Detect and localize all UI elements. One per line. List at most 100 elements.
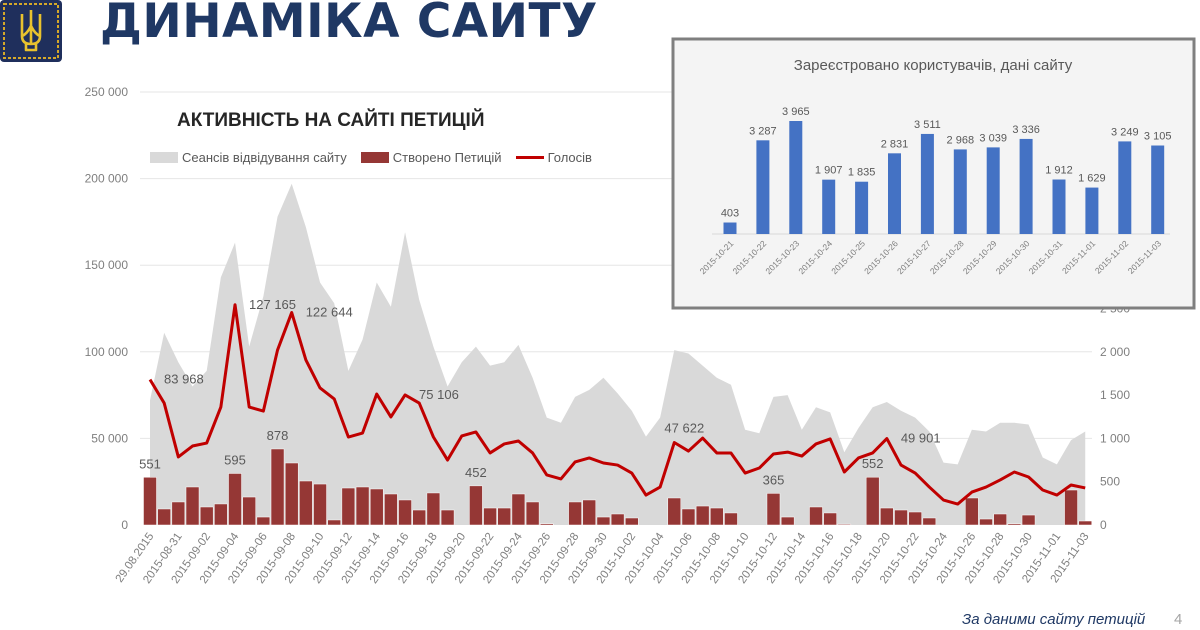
petition-bar	[880, 507, 894, 526]
petition-bar	[667, 497, 682, 526]
data-label: 83 968	[164, 372, 204, 387]
chart-title: АКТИВНІСТЬ НА САЙТІ ПЕТИЦІЙ	[177, 110, 485, 131]
inset-data-label: 1 912	[1045, 165, 1073, 177]
page-title: ДИНАМІКА САЙТУ	[100, 0, 598, 49]
data-label: 365	[763, 472, 785, 487]
inset-data-label: 403	[721, 208, 739, 220]
legend-item-petitions: Створено Петицій	[360, 150, 502, 165]
petition-bar	[214, 503, 228, 526]
sessions-area-series	[150, 183, 1086, 525]
right-tick-label: 1 500	[1100, 388, 1130, 402]
right-tick-label: 0	[1100, 518, 1107, 532]
petition-bar	[965, 497, 979, 526]
votes-line-series	[148, 303, 1086, 506]
data-label: 878	[267, 428, 289, 443]
petition-bar	[369, 488, 384, 526]
data-label: 47 622	[664, 421, 704, 436]
source-note: За даними сайту петицій	[962, 611, 1146, 628]
trident-logo	[0, 0, 62, 62]
petition-bar	[681, 508, 696, 526]
petition-bar	[398, 499, 412, 526]
petition-bar	[242, 496, 256, 526]
inset-bar	[986, 147, 1000, 234]
petition-bar	[908, 511, 922, 526]
petition-bar	[823, 512, 837, 526]
petition-bar	[313, 483, 327, 526]
page-number: 4	[1174, 611, 1183, 628]
petition-bar	[483, 507, 497, 526]
inset-data-label: 2 968	[947, 134, 975, 146]
petition-bar	[695, 505, 710, 526]
petition-bar	[199, 506, 214, 526]
inset-bar	[888, 153, 901, 234]
data-label: 75 106	[419, 387, 459, 402]
inset-bar	[1052, 179, 1066, 234]
inset-bar	[1151, 145, 1165, 234]
petition-bar	[497, 507, 511, 526]
petition-bar	[1078, 520, 1092, 526]
inset-bar	[756, 140, 770, 234]
petition-bar	[540, 523, 554, 526]
x-axis: 29.08.20152015-08-312015-09-022015-09-04…	[114, 530, 1092, 586]
petition-bar	[568, 501, 582, 526]
inset-bar	[1019, 138, 1033, 234]
inset-data-label: 2 831	[881, 138, 909, 150]
legend-swatch-line	[515, 156, 544, 159]
inset-data-label: 3 039	[979, 132, 1007, 144]
legend-item-votes: Голосів	[515, 150, 592, 165]
inset-data-label: 3 287	[749, 125, 777, 137]
petition-bar	[256, 516, 271, 526]
inset-bar	[920, 133, 934, 234]
data-label: 452	[465, 465, 487, 480]
registered-users-inset-chart: Зареєстровано користувачів, дані сайту 40…	[671, 37, 1196, 310]
petition-bar	[469, 485, 483, 526]
data-label: 49 901	[901, 431, 941, 446]
data-label: 127 165	[249, 297, 296, 312]
inset-bar	[953, 149, 967, 234]
petition-bar	[766, 493, 781, 526]
petition-bar	[710, 507, 724, 526]
petition-bar	[993, 513, 1007, 526]
petition-bar	[299, 480, 313, 526]
legend-swatch-bar	[360, 152, 389, 163]
petition-bar	[809, 506, 823, 526]
petition-bar	[143, 477, 157, 526]
petition-bar	[1021, 514, 1036, 526]
petition-bar	[327, 519, 341, 526]
right-tick-label: 500	[1100, 475, 1120, 489]
petition-bar	[922, 517, 937, 526]
petition-bar	[837, 523, 852, 526]
petition-bar	[185, 486, 200, 526]
inset-data-label: 3 336	[1012, 124, 1040, 136]
petition-bar	[1007, 523, 1022, 526]
petitions-bar-series	[143, 448, 1092, 526]
legend-label: Голосів	[547, 150, 592, 165]
inset-bar	[789, 120, 803, 234]
petition-bar	[724, 512, 738, 526]
inset-data-label: 3 511	[914, 119, 941, 131]
petition-bar	[284, 462, 299, 526]
left-tick-label: 50 000	[91, 431, 128, 445]
inset-bar	[1118, 141, 1132, 234]
inset-data-label: 3 249	[1111, 126, 1139, 138]
petition-bar	[270, 448, 285, 526]
petition-bar	[894, 509, 908, 526]
inset-bar	[1085, 187, 1099, 234]
petition-bar	[384, 493, 398, 526]
inset-bar	[855, 181, 869, 234]
data-label: 122 644	[306, 305, 353, 320]
left-axis: 0 50 000 100 000 150 000 200 000 250 000	[85, 85, 129, 532]
legend-label: Сеансів відвідування сайту	[182, 150, 347, 165]
left-tick-label: 150 000	[85, 258, 129, 272]
inset-bar	[723, 222, 737, 234]
petition-bar	[780, 516, 795, 526]
petition-bar	[596, 516, 611, 526]
data-label: 551	[139, 456, 161, 471]
data-label: 552	[862, 456, 884, 471]
legend-item-sessions: Сеансів відвідування сайту	[150, 150, 347, 165]
inset-data-label: 3 965	[782, 106, 810, 118]
inset-data-label: 1 835	[848, 167, 876, 179]
right-tick-label: 1 000	[1100, 431, 1130, 445]
